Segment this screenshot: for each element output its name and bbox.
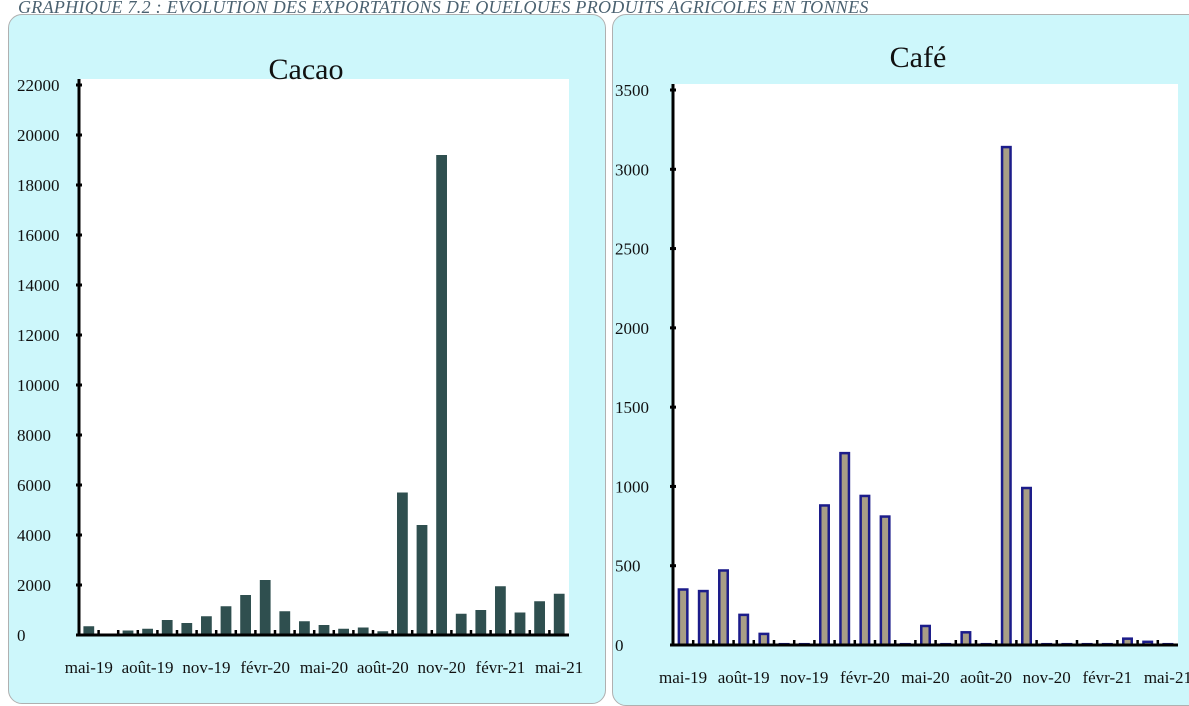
- cacao-bar-21: [475, 610, 487, 635]
- cacao-xtick-label: nov-19: [182, 658, 230, 677]
- cacao-bar-15: [357, 627, 369, 635]
- cacao-ytick-label: 20000: [17, 126, 60, 145]
- cafe-bar-8: [819, 504, 830, 647]
- chart-panel-cafe: Café 0 500 1000 1500 2000 2500 3000 3500 mai-19 ao…: [612, 14, 1189, 706]
- cafe-ytick-label: 3500: [615, 81, 649, 100]
- cacao-bar-5: [161, 620, 173, 635]
- cafe-bar-2: [697, 589, 709, 647]
- cacao-ytick-label: 16000: [17, 226, 60, 245]
- cafe-xtick-label: août-19: [718, 668, 770, 687]
- cafe-ytick-label: 0: [615, 636, 624, 655]
- cacao-bar-12: [299, 621, 310, 635]
- cacao-xtick-label: août-20: [357, 658, 409, 677]
- cacao-xtick-label: févr-21: [476, 658, 526, 677]
- cacao-ytick-label: 18000: [17, 176, 60, 195]
- figure-caption: GRAPHIQUE 7.2 : EVOLUTION DES EXPORTATIO…: [18, 0, 869, 17]
- cafe-bar-15: [960, 631, 972, 647]
- cafe-xtick-label: févr-20: [840, 668, 890, 687]
- cacao-chart: Cacao 0 2000 4000 6000 8000 10000 12000 14000 160…: [17, 53, 583, 677]
- cafe-xtick-label: mai-21: [1144, 668, 1189, 687]
- chart-panel-cacao: Cacao 0 2000 4000 6000 8000 10000 12000 14000 160…: [8, 14, 606, 704]
- cacao-bar-24: [534, 601, 545, 635]
- cafe-bar-13: [920, 624, 931, 647]
- cafe-xtick-label: nov-19: [780, 668, 828, 687]
- cacao-bar-20: [455, 613, 467, 635]
- cacao-bar-17: [397, 492, 408, 635]
- cafe-xtick-label: août-20: [960, 668, 1012, 687]
- cacao-ytick-label: 14000: [17, 276, 60, 295]
- cacao-bar-6: [181, 623, 193, 635]
- cafe-bar-3: [718, 569, 729, 647]
- cafe-xtick-label: nov-20: [1023, 668, 1071, 687]
- cacao-bar-23: [514, 612, 526, 635]
- cacao-bar-22: [495, 586, 506, 635]
- cafe-bar-10: [859, 494, 871, 647]
- cafe-bar-9: [839, 451, 851, 647]
- cacao-xtick-label: août-19: [122, 658, 174, 677]
- cafe-bar-17: [1000, 145, 1012, 647]
- cafe-xtick-label: mai-20: [901, 668, 949, 687]
- cacao-ytick-label: 2000: [17, 576, 51, 595]
- cacao-bar-1: [83, 626, 95, 635]
- cafe-chart: Café 0 500 1000 1500 2000 2500 3000 3500 mai-19 ao…: [615, 41, 1189, 687]
- cafe-bar-4: [738, 613, 750, 647]
- cafe-title: Café: [890, 41, 947, 74]
- cacao-ytick-label: 10000: [17, 376, 60, 395]
- cafe-ytick-label: 2000: [615, 319, 649, 338]
- cacao-xtick-label: févr-20: [240, 658, 290, 677]
- cacao-bar-10: [259, 580, 271, 635]
- cafe-xtick-label: févr-21: [1082, 668, 1132, 687]
- cacao-ytick-label: 6000: [17, 476, 51, 495]
- cacao-bar-18: [416, 525, 428, 635]
- cafe-bar-18: [1021, 486, 1032, 647]
- cafe-bar-11: [879, 515, 891, 647]
- cafe-bar-1: [677, 588, 689, 647]
- cacao-ytick-label: 8000: [17, 426, 51, 445]
- cacao-bar-3: [122, 630, 134, 635]
- cacao-bar-13: [318, 625, 330, 635]
- cafe-ytick-label: 1500: [615, 398, 649, 417]
- cacao-xtick-label: mai-21: [535, 658, 583, 677]
- cacao-ytick-label: 4000: [17, 526, 51, 545]
- cacao-title: Cacao: [269, 53, 344, 86]
- cacao-bar-25: [553, 593, 565, 635]
- cacao-bar-8: [220, 606, 232, 635]
- cafe-ytick-label: 3000: [615, 160, 649, 179]
- cafe-bar-5: [758, 632, 770, 647]
- cacao-bar-19: [436, 155, 447, 635]
- cacao-plot-area: [79, 79, 569, 635]
- cafe-plot-area: [673, 84, 1178, 645]
- cafe-xtick-label: mai-19: [659, 668, 707, 687]
- cafe-ytick-label: 2500: [615, 240, 649, 259]
- cacao-bar-9: [240, 595, 251, 635]
- cacao-bar-14: [338, 628, 349, 635]
- cacao-xtick-label: mai-19: [65, 658, 113, 677]
- cacao-ytick-label: 0: [17, 626, 26, 645]
- cacao-ytick-label: 22000: [17, 76, 60, 95]
- cacao-xtick-label: mai-20: [300, 658, 348, 677]
- cacao-bar-4: [142, 628, 153, 635]
- cafe-ytick-label: 500: [615, 557, 641, 576]
- cacao-xtick-label: nov-20: [418, 658, 466, 677]
- cafe-ytick-label: 1000: [615, 477, 649, 496]
- cacao-ytick-label: 12000: [17, 326, 60, 345]
- cacao-bar-16: [377, 631, 389, 635]
- cacao-bar-7: [201, 616, 212, 635]
- cacao-bar-11: [279, 611, 291, 635]
